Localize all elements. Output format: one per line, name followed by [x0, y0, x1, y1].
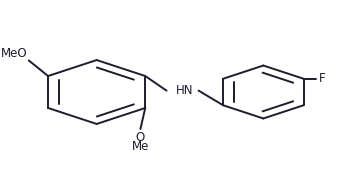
Text: MeO: MeO [1, 47, 27, 60]
Text: HN: HN [176, 84, 193, 97]
Text: Me: Me [132, 140, 149, 153]
Text: F: F [319, 72, 326, 85]
Text: O: O [136, 131, 145, 144]
